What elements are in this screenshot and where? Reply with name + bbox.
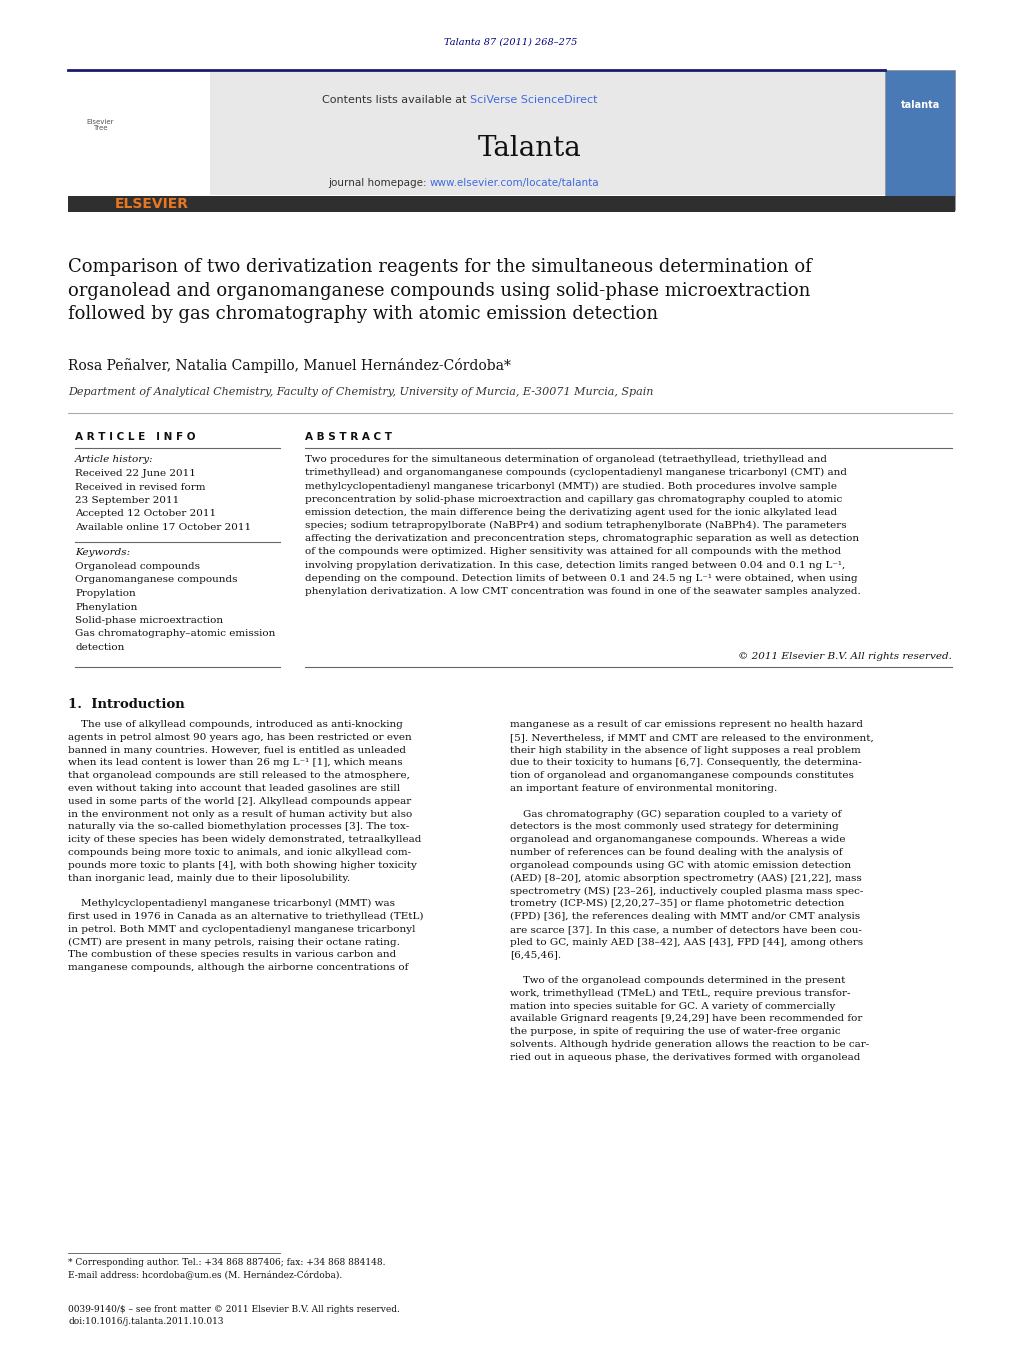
Text: when its lead content is lower than 26 mg L⁻¹ [1], which means: when its lead content is lower than 26 m… bbox=[68, 758, 402, 767]
Text: Organomanganese compounds: Organomanganese compounds bbox=[75, 576, 238, 585]
Text: in petrol. Both MMT and cyclopentadienyl manganese tricarbonyl: in petrol. Both MMT and cyclopentadienyl… bbox=[68, 925, 416, 934]
Text: tion of organolead and organomanganese compounds constitutes: tion of organolead and organomanganese c… bbox=[510, 771, 854, 780]
Text: Rosa Peñalver, Natalia Campillo, Manuel Hernández-Córdoba*: Rosa Peñalver, Natalia Campillo, Manuel … bbox=[68, 358, 510, 373]
Text: even without taking into account that leaded gasolines are still: even without taking into account that le… bbox=[68, 784, 400, 793]
Text: doi:10.1016/j.talanta.2011.10.013: doi:10.1016/j.talanta.2011.10.013 bbox=[68, 1317, 224, 1325]
Text: the purpose, in spite of requiring the use of water-free organic: the purpose, in spite of requiring the u… bbox=[510, 1027, 840, 1036]
Text: organolead compounds using GC with atomic emission detection: organolead compounds using GC with atomi… bbox=[510, 861, 852, 870]
Text: SciVerse ScienceDirect: SciVerse ScienceDirect bbox=[470, 95, 597, 105]
Text: preconcentration by solid-phase microextraction and capillary gas chromatography: preconcentration by solid-phase microext… bbox=[305, 494, 842, 504]
Text: Received 22 June 2011: Received 22 June 2011 bbox=[75, 469, 196, 478]
Text: are scarce [37]. In this case, a number of detectors have been cou-: are scarce [37]. In this case, a number … bbox=[510, 925, 862, 934]
Text: Two of the organolead compounds determined in the present: Two of the organolead compounds determin… bbox=[510, 975, 845, 985]
Text: A B S T R A C T: A B S T R A C T bbox=[305, 432, 392, 442]
Text: used in some parts of the world [2]. Alkyllead compounds appear: used in some parts of the world [2]. Alk… bbox=[68, 797, 411, 805]
Text: phenylation derivatization. A low CMT concentration was found in one of the seaw: phenylation derivatization. A low CMT co… bbox=[305, 586, 861, 596]
Text: due to their toxicity to humans [6,7]. Consequently, the determina-: due to their toxicity to humans [6,7]. C… bbox=[510, 758, 862, 767]
Text: manganese compounds, although the airborne concentrations of: manganese compounds, although the airbor… bbox=[68, 963, 408, 973]
Bar bbox=[68, 70, 210, 195]
Bar bbox=[885, 70, 955, 209]
Text: agents in petrol almost 90 years ago, has been restricted or even: agents in petrol almost 90 years ago, ha… bbox=[68, 732, 411, 742]
Text: Available online 17 October 2011: Available online 17 October 2011 bbox=[75, 523, 251, 532]
Text: Article history:: Article history: bbox=[75, 455, 153, 463]
Text: Keywords:: Keywords: bbox=[75, 549, 130, 557]
Text: Gas chromatography (GC) separation coupled to a variety of: Gas chromatography (GC) separation coupl… bbox=[510, 809, 841, 819]
Text: naturally via the so-called biomethylation processes [3]. The tox-: naturally via the so-called biomethylati… bbox=[68, 823, 409, 831]
Text: Talanta 87 (2011) 268–275: Talanta 87 (2011) 268–275 bbox=[444, 38, 577, 46]
Text: [6,45,46].: [6,45,46]. bbox=[510, 950, 562, 959]
Text: number of references can be found dealing with the analysis of: number of references can be found dealin… bbox=[510, 848, 842, 857]
Text: [5]. Nevertheless, if MMT and CMT are released to the environment,: [5]. Nevertheless, if MMT and CMT are re… bbox=[510, 732, 874, 742]
Text: E-mail address: hcordoba@um.es (M. Hernández-Córdoba).: E-mail address: hcordoba@um.es (M. Herná… bbox=[68, 1271, 342, 1281]
Text: Department of Analytical Chemistry, Faculty of Chemistry, University of Murcia, : Department of Analytical Chemistry, Facu… bbox=[68, 386, 653, 397]
Text: The combustion of these species results in various carbon and: The combustion of these species results … bbox=[68, 950, 396, 959]
Text: than inorganic lead, mainly due to their liposolubility.: than inorganic lead, mainly due to their… bbox=[68, 874, 350, 882]
Text: www.elsevier.com/locate/talanta: www.elsevier.com/locate/talanta bbox=[430, 178, 599, 188]
Text: trometry (ICP-MS) [2,20,27–35] or flame photometric detection: trometry (ICP-MS) [2,20,27–35] or flame … bbox=[510, 900, 844, 908]
Text: of the compounds were optimized. Higher sensitivity was attained for all compoun: of the compounds were optimized. Higher … bbox=[305, 547, 841, 557]
Text: first used in 1976 in Canada as an alternative to triethyllead (TEtL): first used in 1976 in Canada as an alter… bbox=[68, 912, 424, 921]
Text: organolead and organomanganese compounds. Whereas a wide: organolead and organomanganese compounds… bbox=[510, 835, 845, 844]
Text: in the environment not only as a result of human activity but also: in the environment not only as a result … bbox=[68, 809, 412, 819]
Text: compounds being more toxic to animals, and ionic alkyllead com-: compounds being more toxic to animals, a… bbox=[68, 848, 411, 857]
Bar bbox=[68, 70, 885, 195]
Text: Methylcyclopentadienyl manganese tricarbonyl (MMT) was: Methylcyclopentadienyl manganese tricarb… bbox=[68, 900, 395, 908]
Text: Organolead compounds: Organolead compounds bbox=[75, 562, 200, 571]
Text: Solid-phase microextraction: Solid-phase microextraction bbox=[75, 616, 224, 626]
Text: banned in many countries. However, fuel is entitled as unleaded: banned in many countries. However, fuel … bbox=[68, 746, 406, 755]
Text: A R T I C L E   I N F O: A R T I C L E I N F O bbox=[75, 432, 195, 442]
Text: 1.  Introduction: 1. Introduction bbox=[68, 698, 185, 711]
Text: (FPD) [36], the references dealing with MMT and/or CMT analysis: (FPD) [36], the references dealing with … bbox=[510, 912, 860, 921]
Text: species; sodium tetrapropylborate (NaBPr4) and sodium tetraphenylborate (NaBPh4): species; sodium tetrapropylborate (NaBPr… bbox=[305, 521, 846, 530]
Text: Comparison of two derivatization reagents for the simultaneous determination of
: Comparison of two derivatization reagent… bbox=[68, 258, 812, 323]
Text: available Grignard reagents [9,24,29] have been recommended for: available Grignard reagents [9,24,29] ha… bbox=[510, 1015, 863, 1024]
Text: depending on the compound. Detection limits of between 0.1 and 24.5 ng L⁻¹ were : depending on the compound. Detection lim… bbox=[305, 574, 858, 582]
Text: Contents lists available at: Contents lists available at bbox=[322, 95, 470, 105]
Text: Phenylation: Phenylation bbox=[75, 603, 138, 612]
Text: Two procedures for the simultaneous determination of organolead (tetraethyllead,: Two procedures for the simultaneous dete… bbox=[305, 455, 827, 465]
Text: their high stability in the absence of light supposes a real problem: their high stability in the absence of l… bbox=[510, 746, 861, 755]
Text: trimethyllead) and organomanganese compounds (cyclopentadienyl manganese tricarb: trimethyllead) and organomanganese compo… bbox=[305, 469, 847, 477]
Text: (CMT) are present in many petrols, raising their octane rating.: (CMT) are present in many petrols, raisi… bbox=[68, 938, 400, 947]
Text: spectrometry (MS) [23–26], inductively coupled plasma mass spec-: spectrometry (MS) [23–26], inductively c… bbox=[510, 886, 864, 896]
Text: © 2011 Elsevier B.V. All rights reserved.: © 2011 Elsevier B.V. All rights reserved… bbox=[738, 653, 952, 661]
Text: Talanta: Talanta bbox=[478, 135, 582, 162]
Text: (AED) [8–20], atomic absorption spectrometry (AAS) [21,22], mass: (AED) [8–20], atomic absorption spectrom… bbox=[510, 874, 862, 882]
Text: involving propylation derivatization. In this case, detection limits ranged betw: involving propylation derivatization. In… bbox=[305, 561, 845, 570]
Text: ELSEVIER: ELSEVIER bbox=[115, 197, 189, 211]
Text: ried out in aqueous phase, the derivatives formed with organolead: ried out in aqueous phase, the derivativ… bbox=[510, 1052, 861, 1062]
Text: Propylation: Propylation bbox=[75, 589, 136, 598]
Text: methylcyclopentadienyl manganese tricarbonyl (MMT)) are studied. Both procedures: methylcyclopentadienyl manganese tricarb… bbox=[305, 481, 837, 490]
Text: manganese as a result of car emissions represent no health hazard: manganese as a result of car emissions r… bbox=[510, 720, 863, 730]
Text: icity of these species has been widely demonstrated, tetraalkyllead: icity of these species has been widely d… bbox=[68, 835, 422, 844]
Text: emission detection, the main difference being the derivatizing agent used for th: emission detection, the main difference … bbox=[305, 508, 837, 517]
Text: Received in revised form: Received in revised form bbox=[75, 482, 205, 492]
Text: 0039-9140/$ – see front matter © 2011 Elsevier B.V. All rights reserved.: 0039-9140/$ – see front matter © 2011 El… bbox=[68, 1305, 400, 1315]
Text: pounds more toxic to plants [4], with both showing higher toxicity: pounds more toxic to plants [4], with bo… bbox=[68, 861, 417, 870]
Bar bbox=[68, 196, 955, 212]
Text: The use of alkyllead compounds, introduced as anti-knocking: The use of alkyllead compounds, introduc… bbox=[68, 720, 403, 730]
Text: work, trimethyllead (TMeL) and TEtL, require previous transfor-: work, trimethyllead (TMeL) and TEtL, req… bbox=[510, 989, 850, 998]
Text: an important feature of environmental monitoring.: an important feature of environmental mo… bbox=[510, 784, 777, 793]
Text: affecting the derivatization and preconcentration steps, chromatographic separat: affecting the derivatization and preconc… bbox=[305, 534, 859, 543]
Text: detection: detection bbox=[75, 643, 125, 653]
Text: Gas chromatography–atomic emission: Gas chromatography–atomic emission bbox=[75, 630, 276, 639]
Text: Accepted 12 October 2011: Accepted 12 October 2011 bbox=[75, 509, 216, 519]
Text: solvents. Although hydride generation allows the reaction to be car-: solvents. Although hydride generation al… bbox=[510, 1040, 869, 1048]
Text: that organolead compounds are still released to the atmosphere,: that organolead compounds are still rele… bbox=[68, 771, 409, 780]
Text: Elsevier
Tree: Elsevier Tree bbox=[86, 119, 113, 131]
Text: detectors is the most commonly used strategy for determining: detectors is the most commonly used stra… bbox=[510, 823, 838, 831]
Text: pled to GC, mainly AED [38–42], AAS [43], FPD [44], among others: pled to GC, mainly AED [38–42], AAS [43]… bbox=[510, 938, 863, 947]
Text: 23 September 2011: 23 September 2011 bbox=[75, 496, 180, 505]
Text: * Corresponding author. Tel.: +34 868 887406; fax: +34 868 884148.: * Corresponding author. Tel.: +34 868 88… bbox=[68, 1258, 386, 1267]
Text: talanta: talanta bbox=[901, 100, 939, 109]
Text: journal homepage:: journal homepage: bbox=[328, 178, 430, 188]
Text: mation into species suitable for GC. A variety of commercially: mation into species suitable for GC. A v… bbox=[510, 1001, 835, 1011]
